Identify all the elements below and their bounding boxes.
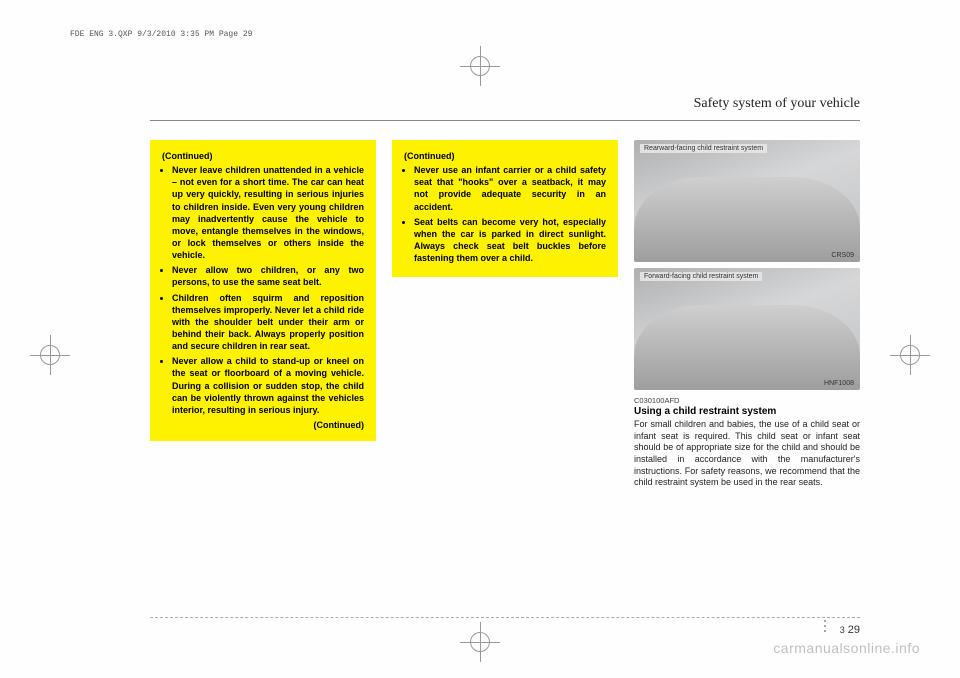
figure-code: HNF1008 — [824, 380, 854, 387]
figure-caption-top: Forward-facing child restraint system — [640, 272, 762, 281]
warning-item: Never allow two children, or any two per… — [172, 264, 364, 288]
warning-head: (Continued) — [162, 150, 364, 162]
print-meta: FDE ENG 3.QXP 9/3/2010 3:35 PM Page 29 — [70, 30, 252, 39]
warning-list: Never use an infant carrier or a child s… — [404, 164, 606, 264]
page: FDE ENG 3.QXP 9/3/2010 3:35 PM Page 29 S… — [0, 0, 960, 678]
page-number: 3 29 — [840, 624, 860, 636]
warning-box-1: (Continued) Never leave children unatten… — [150, 140, 376, 441]
warning-item: Seat belts can become very hot, especial… — [414, 216, 606, 265]
warning-item: Never leave children unattended in a veh… — [172, 164, 364, 261]
warning-item: Never allow a child to stand-up or kneel… — [172, 355, 364, 416]
footer-rule — [150, 617, 860, 618]
watermark: carmanualsonline.info — [773, 640, 920, 656]
chapter-number: 3 — [840, 625, 845, 635]
title-rule — [150, 120, 860, 121]
section-title: Safety system of your vehicle — [694, 96, 860, 112]
figure-code: CRS09 — [831, 252, 854, 259]
column-2: (Continued) Never use an infant carrier … — [392, 140, 618, 489]
content-columns: (Continued) Never leave children unatten… — [150, 140, 860, 489]
registration-mark-top — [460, 46, 500, 86]
figure-rear-facing: Rearward-facing child restraint system C… — [634, 140, 860, 262]
registration-mark-left — [30, 335, 70, 375]
column-3: Rearward-facing child restraint system C… — [634, 140, 860, 489]
warning-item: Never use an infant carrier or a child s… — [414, 164, 606, 213]
seat-illustration — [634, 268, 860, 390]
column-1: (Continued) Never leave children unatten… — [150, 140, 376, 489]
warning-box-2: (Continued) Never use an infant carrier … — [392, 140, 618, 277]
registration-mark-right — [890, 335, 930, 375]
registration-mark-bottom — [460, 622, 500, 662]
paragraph-code: C030100AFD — [634, 396, 860, 405]
warning-list: Never leave children unattended in a veh… — [162, 164, 364, 416]
warning-continued: (Continued) — [162, 419, 364, 431]
paragraph-body: For small children and babies, the use o… — [634, 419, 860, 489]
warning-head: (Continued) — [404, 150, 606, 162]
seat-illustration — [634, 140, 860, 262]
figure-forward-facing: Forward-facing child restraint system HN… — [634, 268, 860, 390]
warning-item: Children often squirm and reposition the… — [172, 292, 364, 353]
page-number-value: 29 — [848, 624, 860, 636]
paragraph-subhead: Using a child restraint system — [634, 406, 860, 417]
footer-dots — [824, 620, 826, 632]
figure-caption-top: Rearward-facing child restraint system — [640, 144, 767, 153]
